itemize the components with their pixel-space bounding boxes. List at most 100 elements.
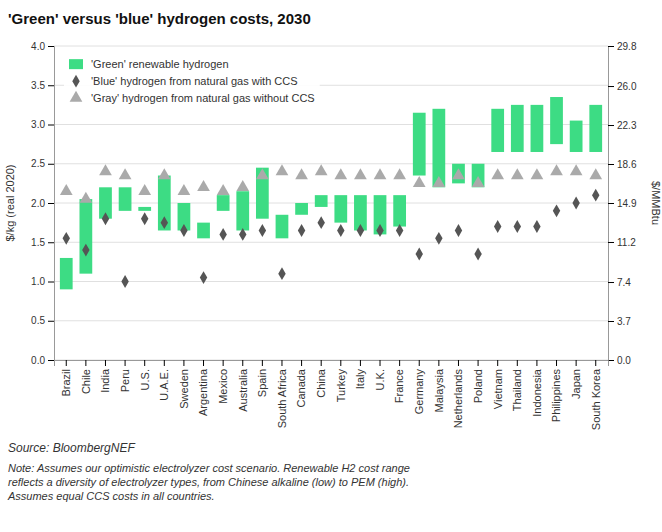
- annotation-line: Note: Assumes our optimistic electrolyze…: [8, 462, 410, 474]
- point: [180, 224, 187, 237]
- bar: [550, 97, 563, 144]
- grid-line: [54, 124, 608, 125]
- tick-label: Poland: [472, 369, 484, 403]
- point: [494, 220, 501, 233]
- tick: Vietnam: [492, 360, 504, 409]
- tick-label: Italy: [354, 369, 366, 390]
- tick-mark: [48, 164, 54, 165]
- tick: U.A.E.: [158, 360, 170, 401]
- tick-label: 18.6: [617, 159, 637, 170]
- point: [197, 180, 210, 191]
- tick-label: 2.0: [31, 198, 45, 209]
- series-2: [60, 164, 602, 202]
- y2-axis-title: $/MMBtu: [650, 181, 662, 225]
- tick-label: 2.5: [31, 158, 45, 169]
- tick-mark: [608, 282, 614, 283]
- tick-mark: [301, 360, 302, 366]
- tick-label: Japan: [570, 369, 582, 399]
- tick-label: 7.4: [617, 277, 631, 288]
- bar: [472, 164, 485, 188]
- tick: 11.2: [608, 237, 636, 248]
- point: [413, 176, 426, 187]
- tick-mark: [380, 360, 381, 366]
- tick: Australia: [237, 360, 249, 412]
- tick: 0.0: [608, 355, 631, 366]
- tick-label: China: [315, 368, 327, 398]
- bar: [256, 168, 269, 219]
- tick-mark: [85, 360, 86, 366]
- tick-mark: [242, 360, 243, 366]
- point: [452, 168, 465, 179]
- title: 'Green' versus 'blue' hydrogen costs, 20…: [8, 10, 311, 27]
- tick: U.S.: [139, 360, 151, 390]
- tick-mark: [48, 282, 54, 283]
- tick-mark: [608, 164, 614, 165]
- tick: Sweden: [178, 360, 190, 409]
- tick: 14.9: [608, 198, 637, 209]
- tick-label: France: [393, 369, 405, 403]
- point: [256, 168, 269, 179]
- tick-mark: [48, 321, 54, 322]
- tick-mark: [360, 360, 361, 366]
- annotation-line: Source: BloombergNEF: [8, 441, 135, 455]
- tick-label: Vietnam: [492, 369, 504, 409]
- tick-mark: [536, 360, 537, 366]
- tick-label: 3.5: [31, 80, 45, 91]
- bar: [119, 187, 132, 211]
- point: [393, 168, 406, 179]
- tick-mark: [66, 360, 67, 366]
- tick: 2.5: [31, 158, 54, 169]
- grid-line: [54, 320, 608, 321]
- tick: Chile: [80, 360, 92, 394]
- tick-mark: [48, 203, 54, 204]
- tick-mark: [105, 360, 106, 366]
- tick: 7.4: [608, 277, 631, 288]
- x-axis: BrazilChileIndiaPeruU.S.U.A.E.SwedenArge…: [55, 360, 609, 430]
- point: [60, 184, 73, 195]
- tick-label: Spain: [256, 369, 268, 397]
- tick-mark: [262, 360, 263, 366]
- tick-label: 3.0: [31, 119, 45, 130]
- point: [553, 204, 560, 217]
- point: [99, 164, 112, 175]
- bar: [452, 164, 465, 184]
- point: [572, 197, 579, 210]
- tick-label: U.K.: [374, 369, 386, 390]
- tick-label: Turkey: [335, 369, 347, 403]
- point: [337, 224, 344, 237]
- tick: 18.6: [608, 159, 637, 170]
- tick: 26.0: [608, 81, 637, 92]
- point: [138, 184, 151, 195]
- tick: Spain: [256, 360, 268, 397]
- point: [161, 216, 168, 229]
- point: [217, 184, 230, 195]
- tick-mark: [517, 360, 518, 366]
- tick: Japan: [570, 360, 582, 399]
- tick-label: 22.3: [617, 120, 637, 131]
- tick-label: 14.9: [617, 198, 637, 209]
- point: [141, 212, 148, 225]
- tick-label: South Africa: [276, 368, 288, 428]
- tick-label: 29.8: [617, 41, 637, 52]
- tick-label: Mexico: [217, 369, 229, 404]
- point: [589, 168, 602, 179]
- point: [354, 168, 367, 179]
- tick: Italy: [354, 360, 366, 389]
- tick-mark: [281, 360, 282, 366]
- bar: [217, 195, 230, 211]
- tick: India: [99, 360, 111, 393]
- tick-mark: [48, 242, 54, 243]
- point: [550, 164, 563, 175]
- tick-mark: [48, 360, 54, 361]
- tick: Mexico: [217, 360, 229, 404]
- point: [357, 224, 364, 237]
- tick: Germany: [413, 360, 425, 414]
- tick-label: Germany: [413, 369, 425, 415]
- point: [239, 228, 246, 241]
- axis-line: [609, 47, 615, 361]
- bar: [276, 215, 289, 239]
- tick-label: 4.0: [31, 41, 45, 52]
- grid-line: [54, 281, 608, 282]
- tick-label: India: [99, 368, 111, 393]
- y-axis: 0.00.51.01.52.02.53.03.54.0: [31, 41, 54, 366]
